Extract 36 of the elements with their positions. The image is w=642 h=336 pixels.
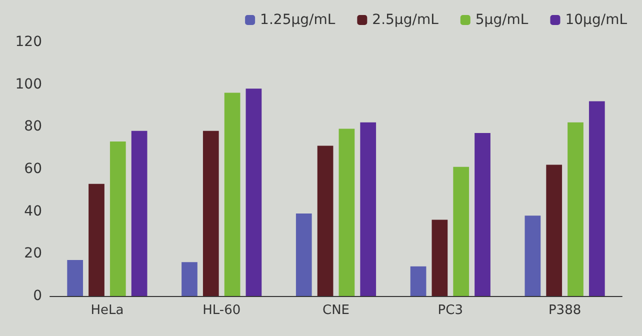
y-tick-label: 120 bbox=[15, 34, 42, 50]
bar bbox=[524, 216, 541, 296]
x-tick-label: HL-60 bbox=[202, 303, 241, 318]
legend-label: 5μg/mL bbox=[475, 12, 528, 28]
legend-label: 2.5μg/mL bbox=[372, 12, 439, 28]
legend-label: 10μg/mL bbox=[565, 12, 628, 28]
bar bbox=[474, 133, 490, 296]
bar bbox=[546, 164, 562, 296]
x-tick-label: PC3 bbox=[438, 303, 463, 318]
bar bbox=[67, 260, 84, 296]
bar bbox=[317, 146, 334, 296]
x-tick-label: HeLa bbox=[90, 303, 124, 318]
bar bbox=[88, 184, 104, 296]
y-tick-label: 40 bbox=[24, 203, 42, 220]
bar bbox=[110, 141, 126, 296]
bar bbox=[410, 266, 426, 296]
bar bbox=[432, 220, 448, 296]
bar bbox=[182, 262, 198, 296]
y-tick-label: 20 bbox=[24, 246, 42, 262]
bar bbox=[453, 166, 470, 296]
y-tick-label: 80 bbox=[24, 118, 42, 135]
x-tick-label: CNE bbox=[322, 303, 350, 318]
bar bbox=[360, 122, 376, 296]
bar bbox=[568, 122, 584, 296]
bar bbox=[338, 128, 355, 296]
x-tick-label: P388 bbox=[548, 303, 582, 318]
y-tick-label: 60 bbox=[24, 161, 42, 177]
y-tick-label: 0 bbox=[33, 288, 42, 304]
bar bbox=[588, 101, 605, 296]
bar bbox=[202, 130, 219, 296]
bar bbox=[131, 130, 148, 296]
bar bbox=[296, 213, 312, 296]
bar bbox=[224, 92, 240, 296]
y-tick-label: 100 bbox=[15, 76, 42, 92]
legend-label: 1.25μg/mL bbox=[260, 12, 336, 28]
bar bbox=[246, 88, 262, 296]
